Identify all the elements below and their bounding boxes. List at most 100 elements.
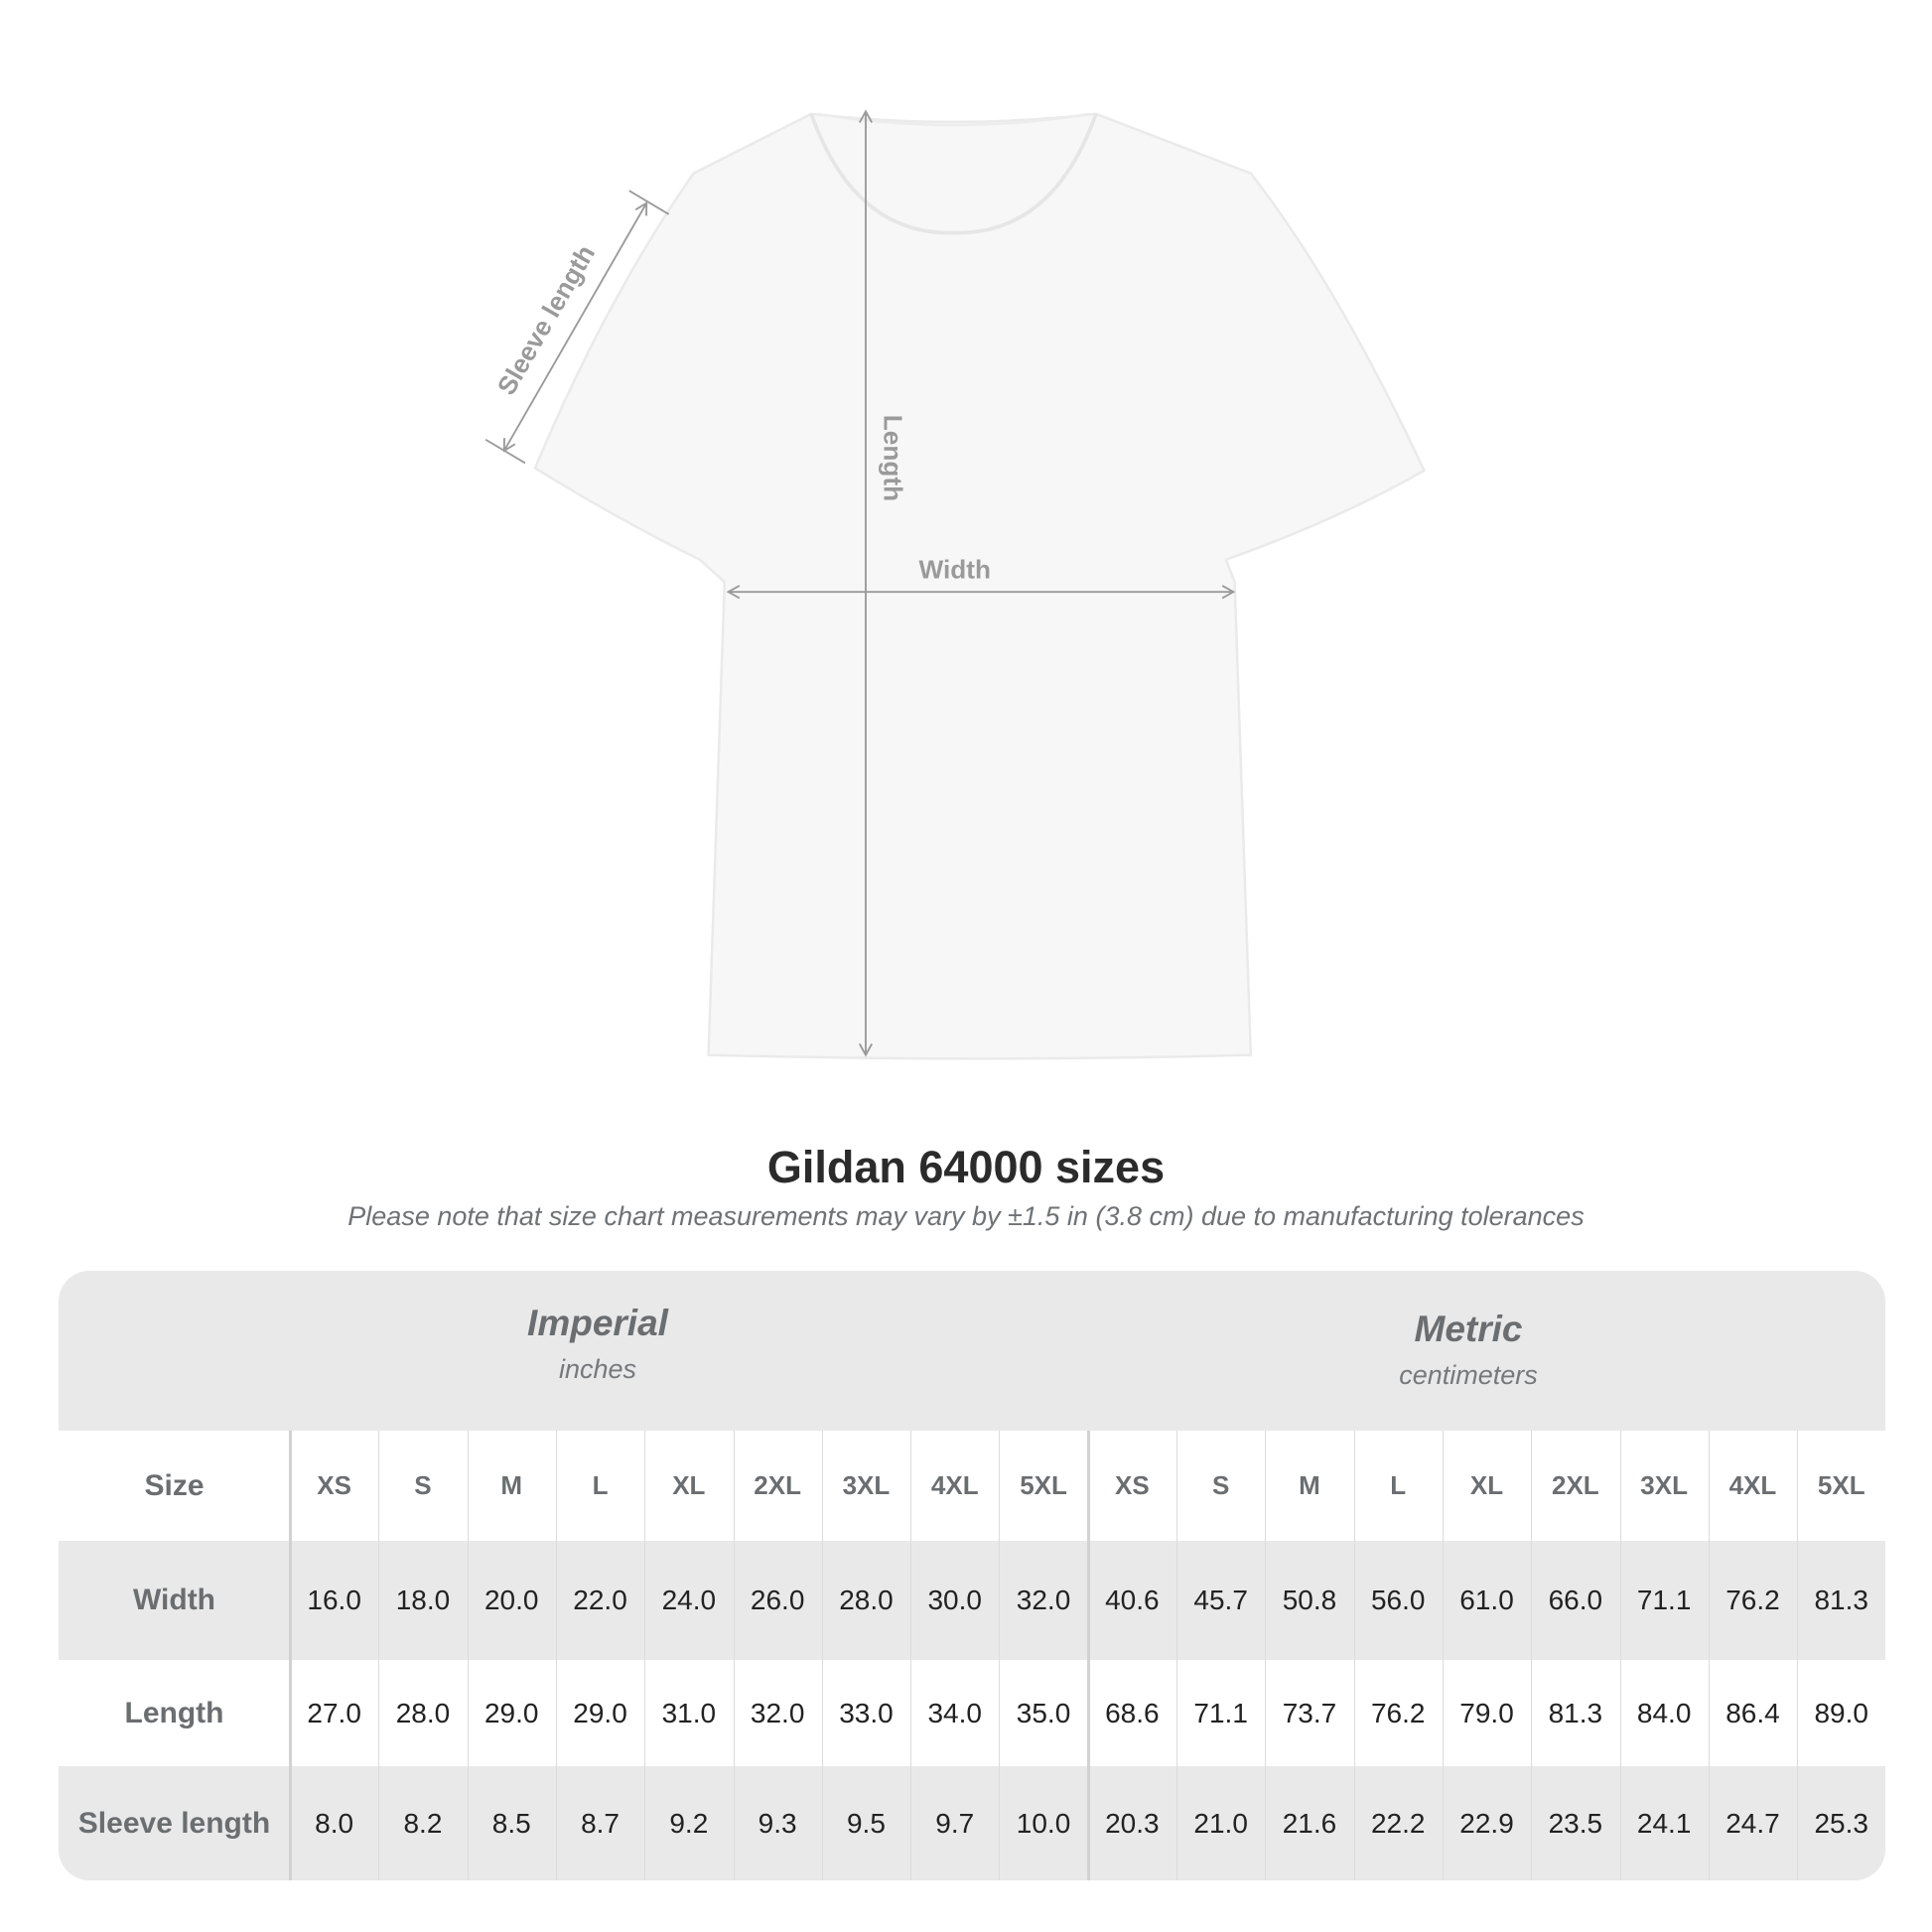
value-cell: 89.0 — [1814, 1697, 1868, 1728]
value-cell: 71.1 — [1636, 1585, 1692, 1615]
sleeve-measure-line — [502, 201, 648, 453]
column-divider — [1797, 1431, 1799, 1880]
column-divider — [1176, 1431, 1177, 1880]
value-cell: 24.7 — [1725, 1807, 1780, 1839]
size-header-cell: S — [1211, 1470, 1230, 1500]
size-header-cell: XL — [1469, 1470, 1504, 1500]
value-cell: 50.8 — [1282, 1585, 1337, 1615]
value-cell: 22.9 — [1459, 1807, 1514, 1839]
value-cell: 33.0 — [839, 1697, 894, 1728]
value-cell: 81.3 — [1814, 1585, 1868, 1615]
tshirt-collar — [809, 113, 1098, 235]
size-table: Imperial inches Metric centimeters Size X… — [59, 1271, 1885, 1880]
size-header-cell: 5XL — [1020, 1470, 1067, 1500]
value-cell: 86.4 — [1725, 1697, 1780, 1728]
size-header-cell: 3XL — [842, 1470, 891, 1500]
size-header-cell: S — [414, 1470, 432, 1500]
value-cell: 56.0 — [1370, 1585, 1426, 1615]
column-divider — [1353, 1431, 1355, 1880]
imperial-unit: inches — [558, 1354, 637, 1384]
value-cell: 24.1 — [1636, 1807, 1692, 1839]
column-divider — [555, 1431, 557, 1880]
column-divider — [289, 1431, 292, 1880]
value-cell: 10.0 — [1016, 1807, 1071, 1839]
value-cell: 73.7 — [1282, 1697, 1337, 1728]
value-cell: 84.0 — [1636, 1697, 1692, 1728]
value-cell: 22.2 — [1370, 1807, 1426, 1839]
size-header-cell: M — [500, 1470, 523, 1500]
row-label: Sleeve length — [77, 1806, 271, 1840]
column-divider — [1708, 1431, 1710, 1880]
value-cell: 35.0 — [1016, 1697, 1071, 1728]
value-cell: 9.5 — [846, 1807, 886, 1839]
value-cell: 29.0 — [573, 1697, 627, 1728]
size-header-cell: 2XL — [754, 1470, 801, 1500]
column-divider — [910, 1431, 912, 1880]
value-cell: 81.3 — [1548, 1697, 1603, 1728]
column-divider — [999, 1431, 1001, 1880]
tshirt-shape — [533, 112, 1427, 1060]
value-cell: 61.0 — [1459, 1585, 1514, 1615]
column-divider — [1086, 1431, 1090, 1880]
value-cell: 22.0 — [573, 1585, 627, 1615]
value-cell: 30.0 — [927, 1585, 982, 1615]
width-label: Width — [919, 554, 991, 584]
value-cell: 32.0 — [1016, 1585, 1071, 1615]
imperial-header: Imperial inches — [250, 1303, 945, 1385]
value-cell: 8.2 — [403, 1807, 443, 1839]
table-row: Sleeve length 8.0 8.2 8.5 8.7 9.2 9.3 9.5 9.7 10.… — [59, 1766, 1885, 1880]
value-cell: 40.6 — [1105, 1585, 1160, 1615]
imperial-title: Imperial — [527, 1303, 668, 1343]
length-label: Length — [879, 415, 908, 501]
value-cell: 21.6 — [1282, 1807, 1337, 1839]
size-header-cell: 5XL — [1817, 1470, 1865, 1500]
value-cell: 27.0 — [307, 1697, 361, 1728]
value-cell: 76.2 — [1370, 1697, 1426, 1728]
value-cell: 26.0 — [750, 1585, 805, 1615]
size-label: Size — [144, 1468, 205, 1502]
value-cell: 32.0 — [750, 1697, 805, 1728]
value-cell: 8.0 — [315, 1807, 354, 1839]
value-cell: 28.0 — [839, 1585, 894, 1615]
column-divider — [644, 1431, 646, 1880]
value-cell: 28.0 — [395, 1697, 451, 1728]
metric-unit: centimeters — [1399, 1360, 1538, 1390]
size-header-cell: XL — [672, 1470, 706, 1500]
size-header-cell: 4XL — [930, 1470, 979, 1500]
value-cell: 8.5 — [491, 1807, 531, 1839]
size-header-cell: 4XL — [1728, 1470, 1777, 1500]
value-cell: 23.5 — [1548, 1807, 1603, 1839]
tshirt-diagram: Sleeve length Length Width — [484, 109, 1427, 1060]
size-header-cell: 3XL — [1640, 1470, 1688, 1500]
value-cell: 16.0 — [307, 1585, 361, 1615]
table-row: Length 27.0 28.0 29.0 29.0 31.0 32.0 33.0 34.0 35… — [59, 1660, 1885, 1766]
row-band-sleeve — [59, 1766, 1885, 1880]
page-title: Gildan 64000 sizes — [766, 1142, 1166, 1192]
value-cell: 9.7 — [935, 1807, 975, 1839]
row-label: Length — [124, 1696, 224, 1729]
column-divider — [1531, 1431, 1533, 1880]
row-label: Width — [132, 1584, 216, 1616]
size-header-cell: L — [1390, 1470, 1407, 1500]
column-divider — [1619, 1431, 1621, 1880]
size-header-row: Size XS S M L XL 2XL 3XL 4XL 5XL XS S M L XL 2XL 3XL 4XL 5… — [59, 1431, 1885, 1541]
value-cell: 71.1 — [1193, 1697, 1248, 1728]
size-header-cell: L — [592, 1470, 609, 1500]
value-cell: 25.3 — [1814, 1807, 1868, 1839]
value-cell: 66.0 — [1548, 1585, 1603, 1615]
size-header-cell: M — [1299, 1470, 1320, 1500]
metric-title: Metric — [1414, 1309, 1523, 1349]
metric-header: Metric centimeters — [1121, 1309, 1816, 1391]
value-cell: 31.0 — [661, 1697, 717, 1728]
value-cell: 8.7 — [581, 1807, 620, 1839]
value-cell: 24.0 — [661, 1585, 717, 1615]
column-divider — [378, 1431, 380, 1880]
value-cell: 68.6 — [1105, 1697, 1160, 1728]
size-header-cell: 2XL — [1551, 1470, 1599, 1500]
value-cell: 45.7 — [1193, 1585, 1248, 1615]
value-cell: 76.2 — [1725, 1585, 1780, 1615]
value-cell: 18.0 — [395, 1585, 451, 1615]
value-cell: 34.0 — [927, 1697, 982, 1728]
column-divider — [1265, 1431, 1267, 1880]
column-divider — [467, 1431, 469, 1880]
